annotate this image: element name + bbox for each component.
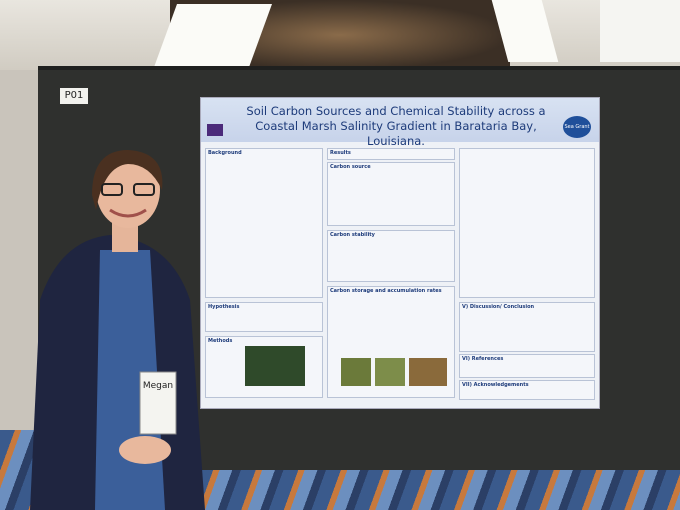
poster-title: Soil Carbon Sources and Chemical Stabili… bbox=[246, 104, 546, 148]
poster-section: Carbon source bbox=[327, 162, 455, 226]
poster-section bbox=[459, 148, 595, 298]
sea-grant-logo: Sea Grant bbox=[563, 116, 591, 138]
hands bbox=[119, 436, 171, 464]
photo-thumb bbox=[409, 358, 447, 386]
poster-section: V) Discussion/ Conclusion bbox=[459, 302, 595, 352]
glasses bbox=[101, 183, 123, 196]
poster-section: Carbon stability bbox=[327, 230, 455, 282]
hair bbox=[92, 150, 163, 210]
wall bbox=[0, 70, 40, 450]
person: Megan bbox=[30, 150, 205, 510]
poster-header bbox=[201, 98, 599, 142]
poster-section: Background bbox=[205, 148, 323, 298]
poster-section: Hypothesis bbox=[205, 302, 323, 332]
glasses bbox=[133, 183, 155, 196]
photo-thumb bbox=[341, 358, 371, 386]
photo-thumb bbox=[375, 358, 405, 386]
badge-name: Megan bbox=[143, 381, 173, 391]
smile bbox=[109, 208, 147, 218]
poster: Soil Carbon Sources and Chemical Stabili… bbox=[200, 97, 600, 409]
university-logo bbox=[207, 124, 223, 136]
poster-section: Results bbox=[327, 148, 455, 160]
name-badge bbox=[139, 371, 177, 435]
poster-section: VII) Acknowledgements bbox=[459, 380, 595, 400]
board-label: P01 bbox=[60, 88, 88, 104]
map-thumb bbox=[245, 346, 305, 386]
ceiling-light bbox=[600, 0, 680, 62]
poster-section: VI) References bbox=[459, 354, 595, 378]
